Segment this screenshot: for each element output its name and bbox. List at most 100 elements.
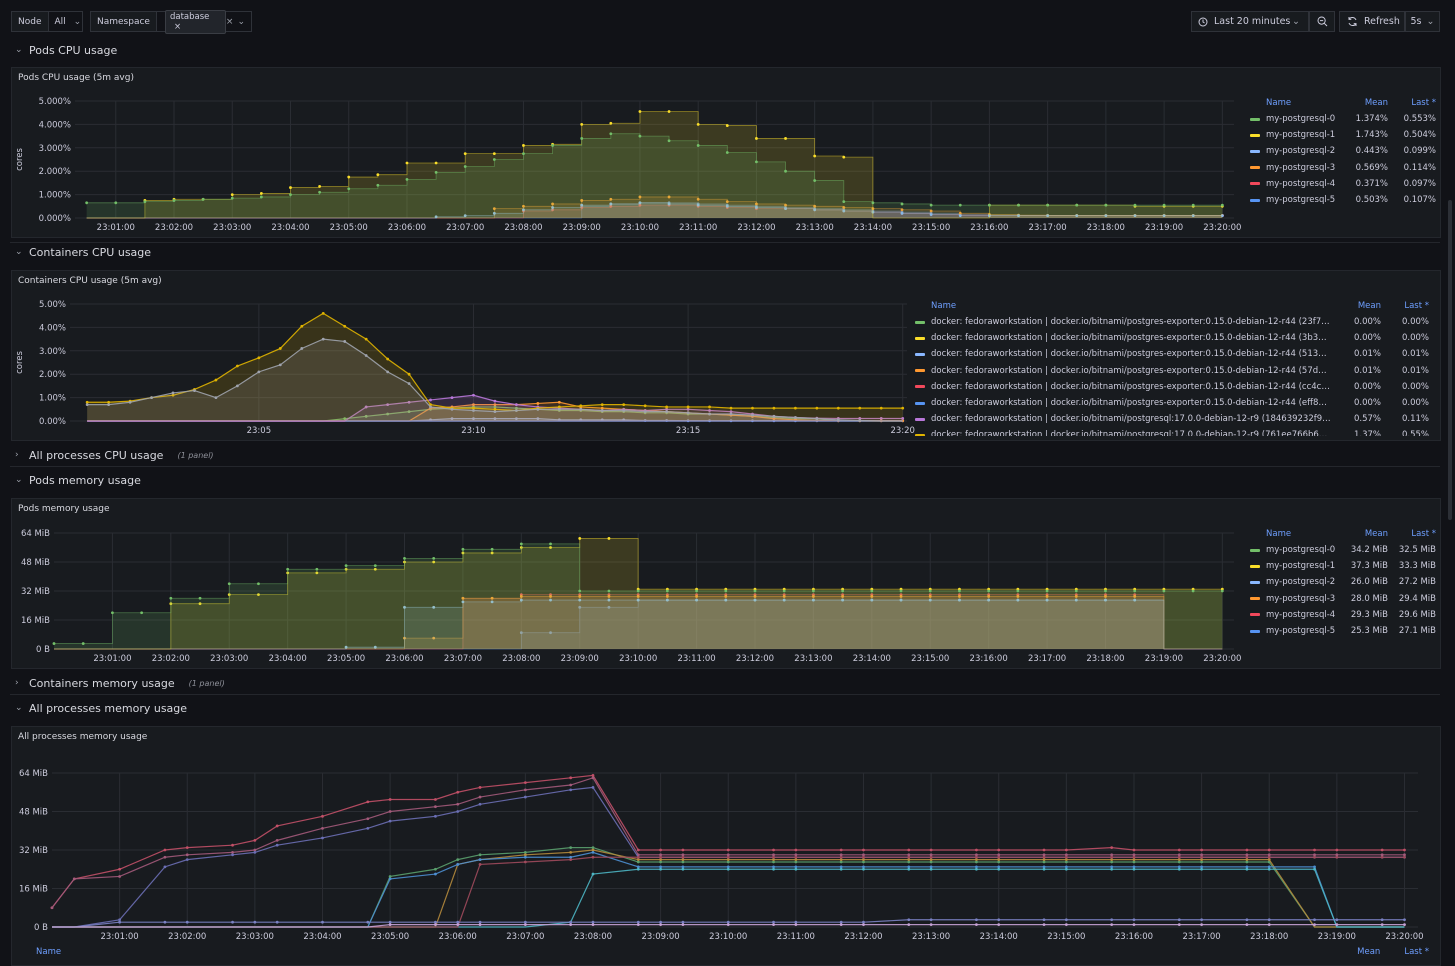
legend-header-last[interactable]: Last * [1404,947,1429,957]
x-tick-label: 23:04:00 [303,932,341,942]
row-pods-memory[interactable]: ⌄ Pods memory usage [15,470,141,490]
legend-item[interactable]: my-postgresql-3 28.0 MiB 29.4 MiB [1250,591,1436,607]
series[interactable] [54,598,1223,650]
data-point [784,137,787,140]
legend-item[interactable]: docker: fedoraworkstation | docker.io/bi… [915,363,1437,379]
data-point [1380,848,1384,852]
series[interactable] [86,201,1224,219]
legend-item[interactable]: my-postgresql-3 0.569% 0.114% [1250,160,1436,176]
series[interactable] [54,537,1224,650]
data-point [695,589,698,593]
chevron-down-icon[interactable]: ⌄ [237,16,245,27]
close-icon[interactable]: × [173,21,182,32]
refresh-interval-picker[interactable]: 5s ⌄ [1405,11,1440,32]
legend-header-last[interactable]: Last * [1411,529,1436,539]
data-point [695,598,698,602]
namespace-variable[interactable]: Namespace database × × ⌄ [90,9,252,34]
pods-cpu-chart[interactable]: 0.000% 1.000% 2.000% 3.000% 4.000% 5.000% 23:0… [12,68,1252,239]
clear-icon[interactable]: × [225,16,234,27]
legend-item-name: docker: fedoraworkstation | docker.io/bi… [931,381,1331,392]
series[interactable] [50,774,1406,910]
node-variable-value[interactable]: All [54,16,66,27]
legend-item[interactable]: docker: fedoraworkstation | docker.io/bi… [915,395,1437,411]
data-point [928,595,932,598]
panel-title[interactable]: Pods CPU usage (5m avg) [18,73,134,83]
legend-header-name[interactable]: Name [36,947,62,957]
data-point [729,406,733,410]
data-point [1162,214,1166,218]
data-point [858,417,862,420]
data-point [366,920,370,924]
data-point [836,406,840,410]
legend-header-mean[interactable]: Mean [1357,301,1381,311]
node-variable[interactable]: Node All ⌄ [11,11,83,32]
legend-item[interactable]: my-postgresql-0 34.2 MiB 32.5 MiB [1250,542,1436,558]
row-pods-cpu[interactable]: ⌄ Pods CPU usage [15,40,117,60]
series[interactable] [52,542,1224,649]
series[interactable] [52,923,1406,928]
data-point [50,906,54,910]
chevron-down-icon[interactable]: ⌄ [73,16,82,27]
zoom-out-button[interactable] [1309,11,1335,32]
legend-header-name[interactable]: Name [1266,98,1292,108]
row-all-processes-memory[interactable]: ⌄ All processes memory usage [15,698,187,718]
x-tick-label: 23:04:00 [271,223,309,233]
panel-title[interactable]: Containers CPU usage (5m avg) [18,276,162,286]
legend-item[interactable]: docker: fedoraworkstation | docker.io/bi… [915,346,1437,362]
legend-header-last[interactable]: Last * [1411,98,1436,108]
data-point [794,855,798,859]
all-processes-memory-chart[interactable]: 0 B 16 MiB 32 MiB 48 MiB 64 MiB 23:01:00 23:02… [12,727,1442,947]
legend-item[interactable]: my-postgresql-4 0.371% 0.097% [1250,176,1436,192]
row-containers-memory[interactable]: › Containers memory usage (1 panel) [15,673,225,693]
legend-header-name[interactable]: Name [931,301,957,311]
legend-item[interactable]: docker: fedoraworkstation | docker.io/bi… [915,379,1437,395]
data-point [708,405,711,409]
data-point [1110,865,1114,869]
page-scrollbar[interactable] [1448,200,1452,520]
data-point [578,589,582,593]
legend-item[interactable]: my-postgresql-2 26.0 MiB 27.2 MiB [1250,574,1436,590]
data-point [1200,848,1204,852]
data-point [901,406,905,410]
series[interactable] [85,132,1224,218]
time-range-picker[interactable]: Last 20 minutes ⌄ [1191,11,1309,32]
row-all-processes-cpu[interactable]: › All processes CPU usage (1 panel) [15,445,214,465]
data-point [72,877,76,881]
series[interactable] [85,337,903,422]
legend-item[interactable]: my-postgresql-4 29.3 MiB 29.6 MiB [1250,607,1436,623]
series[interactable] [52,918,1406,928]
containers-cpu-chart[interactable]: 0.00% 1.00% 2.00% 3.00% 4.00% 5.00% 23:05 23:10… [12,271,917,442]
pods-memory-chart[interactable]: 0 B 16 MiB 32 MiB 48 MiB 64 MiB 23:01:00 23:02… [12,499,1252,670]
legend-item[interactable]: my-postgresql-0 1.374% 0.553% [1250,111,1436,127]
data-point [432,636,436,640]
data-point [490,596,494,600]
data-point [609,202,613,206]
y-tick-label: 3.000% [39,144,71,154]
legend-item[interactable]: my-postgresql-1 37.3 MiB 33.3 MiB [1250,558,1436,574]
legend-item[interactable]: docker: fedoraworkstation | docker.io/bi… [915,314,1437,330]
legend-header-name[interactable]: Name [1266,529,1292,539]
data-point [478,863,482,866]
legend-item[interactable]: docker: fedoraworkstation | docker.io/bi… [915,411,1437,427]
data-point [1046,214,1050,218]
legend-swatch [915,320,925,324]
legend-item[interactable]: my-postgresql-5 0.503% 0.107% [1250,192,1436,208]
panel-title[interactable]: Pods memory usage [18,504,110,514]
legend-item[interactable]: my-postgresql-1 1.743% 0.504% [1250,127,1436,143]
row-containers-cpu[interactable]: ⌄ Containers CPU usage [15,242,151,262]
namespace-chip[interactable]: database × [164,9,226,34]
refresh-button[interactable]: Refresh [1339,11,1405,32]
legend-header-last[interactable]: Last * [1404,301,1429,311]
legend-item[interactable]: my-postgresql-2 0.443% 0.099% [1250,143,1436,159]
legend-header-mean[interactable]: Mean [1364,98,1388,108]
containers-cpu-legend[interactable]: Name Mean Last * docker: fedoraworkstation … [915,298,1437,436]
legend-header-mean[interactable]: Mean [1357,947,1381,957]
legend-item[interactable]: docker: fedoraworkstation | docker.io/bi… [915,427,1437,436]
data-point [201,197,205,201]
legend-item[interactable]: docker: fedoraworkstation | docker.io/bi… [915,330,1437,346]
series[interactable] [85,311,905,421]
legend-item[interactable]: my-postgresql-5 25.3 MiB 27.1 MiB [1250,623,1436,639]
data-point [580,137,584,140]
panel-title[interactable]: All processes memory usage [18,732,148,742]
legend-header-mean[interactable]: Mean [1364,529,1388,539]
